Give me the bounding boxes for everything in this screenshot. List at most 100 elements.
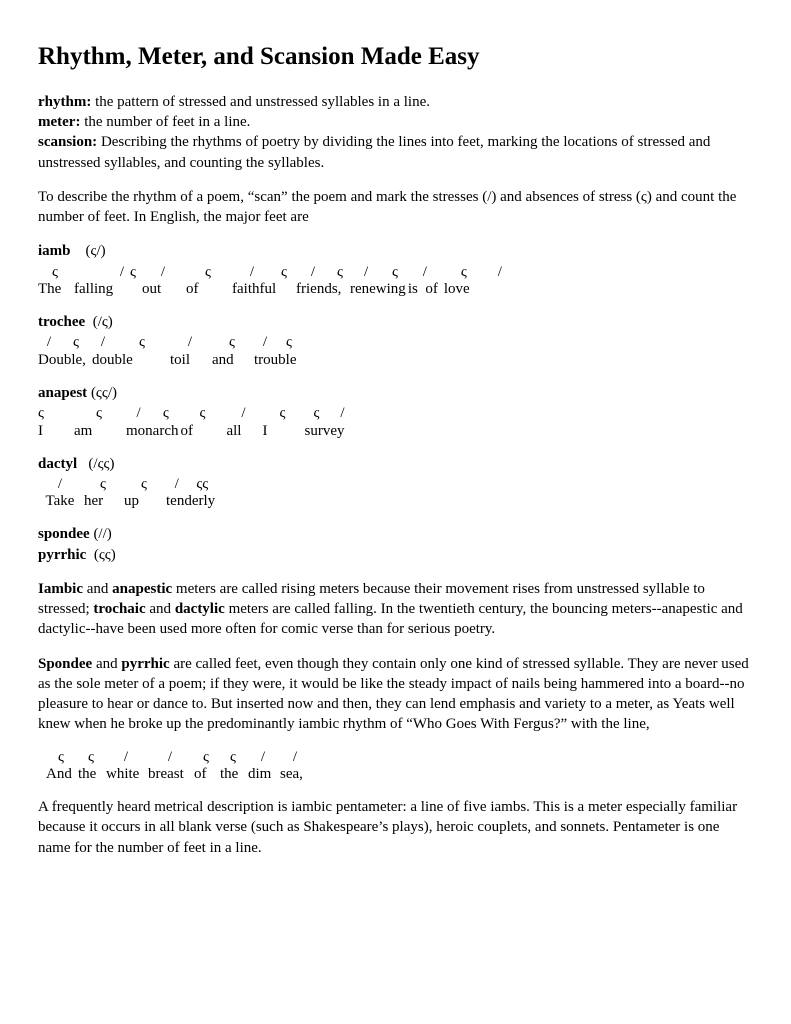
mark: / bbox=[126, 405, 153, 422]
foot-dactyl-pattern: (/ςς) bbox=[88, 456, 114, 472]
bold-pyrrhic: pyrrhic bbox=[121, 656, 169, 672]
word: of bbox=[180, 422, 226, 440]
word: out bbox=[142, 280, 186, 298]
rising-falling-paragraph: Iambic and anapestic meters are called r… bbox=[38, 579, 753, 640]
mark: / bbox=[148, 749, 194, 766]
word: white bbox=[106, 765, 148, 783]
mark: ς bbox=[220, 749, 248, 766]
foot-anapest-header: anapest (ςς/) bbox=[38, 383, 753, 403]
word: faithful bbox=[232, 280, 296, 298]
mark: ς bbox=[278, 334, 302, 351]
word: is of bbox=[408, 280, 444, 298]
definitions: rhythm: the pattern of stressed and unst… bbox=[38, 92, 753, 173]
foot-anapest-name: anapest bbox=[38, 385, 87, 401]
def-rhythm-text: the pattern of stressed and unstressed s… bbox=[91, 94, 430, 110]
word: And bbox=[46, 765, 78, 783]
foot-spondee-name: spondee bbox=[38, 526, 90, 542]
mark: / bbox=[330, 405, 356, 422]
word: Double, bbox=[38, 351, 92, 369]
foot-iamb-pattern: (ς/) bbox=[86, 243, 106, 259]
mark: ς bbox=[262, 405, 304, 422]
intro-paragraph: To describe the rhythm of a poem, “scan”… bbox=[38, 187, 753, 228]
mark: / bbox=[142, 264, 186, 281]
word: toil bbox=[170, 351, 212, 369]
foot-trochee-name: trochee bbox=[38, 314, 85, 330]
foot-trochee-pattern: (/ς) bbox=[93, 314, 113, 330]
bold-anapestic: anapestic bbox=[112, 581, 172, 597]
word: survey bbox=[304, 422, 356, 440]
mark: / bbox=[486, 264, 516, 281]
word: of bbox=[194, 765, 220, 783]
foot-trochee-header: trochee (/ς) bbox=[38, 312, 753, 332]
word: am bbox=[74, 422, 126, 440]
foot-anapest: anapest (ςς/) ς ς / ς ς / ς ς / I am mon… bbox=[38, 383, 753, 440]
mark: ςς bbox=[189, 476, 217, 493]
foot-pyrrhic-name: pyrrhic bbox=[38, 547, 86, 563]
mark: ς bbox=[116, 334, 170, 351]
mark: ς bbox=[124, 476, 166, 493]
foot-dactyl-name: dactyl bbox=[38, 456, 77, 472]
mark: / bbox=[166, 476, 189, 493]
bold-iambic: Iambic bbox=[38, 581, 83, 597]
mark: ς bbox=[180, 405, 226, 422]
mark: / bbox=[350, 264, 384, 281]
fergus-scansion: ς ς / / ς ς / / And the white breast of … bbox=[46, 749, 312, 784]
bold-dactylic: dactylic bbox=[175, 601, 225, 617]
word: the bbox=[78, 765, 106, 783]
word: the bbox=[220, 765, 248, 783]
word: falling bbox=[74, 280, 142, 298]
mark: ς bbox=[153, 405, 180, 422]
word: all bbox=[226, 422, 262, 440]
mark: ς bbox=[304, 405, 330, 422]
def-rhythm: rhythm: the pattern of stressed and unst… bbox=[38, 92, 753, 112]
def-meter-text: the number of feet in a line. bbox=[80, 114, 250, 130]
mark: ς bbox=[62, 334, 92, 351]
mark: ς bbox=[84, 476, 124, 493]
mark: ς bbox=[274, 264, 296, 281]
term-meter: meter: bbox=[38, 114, 80, 130]
bold-trochaic: trochaic bbox=[93, 601, 145, 617]
mark: / bbox=[280, 749, 312, 766]
mark: / bbox=[254, 334, 278, 351]
foot-spondee-pattern: (//) bbox=[93, 526, 111, 542]
foot-spondee-header: spondee (//) bbox=[38, 524, 753, 544]
foot-dactyl-header: dactyl (/ςς) bbox=[38, 454, 753, 474]
word: up bbox=[124, 492, 166, 510]
foot-trochee: trochee (/ς) / ς / ς / ς / ς Double, dou… bbox=[38, 312, 753, 369]
word: trouble bbox=[254, 351, 302, 369]
word: breast bbox=[148, 765, 194, 783]
iamb-example: ς / ς / ς / ς / ς / ς / ς / The falling … bbox=[38, 264, 516, 299]
word: Take bbox=[38, 492, 84, 510]
mark: ς bbox=[46, 749, 78, 766]
mark: ς bbox=[74, 405, 126, 422]
mark: / bbox=[296, 264, 332, 281]
mark: / bbox=[226, 405, 262, 422]
dactyl-example: / ς ς / ςς Take her up tenderly bbox=[38, 476, 217, 511]
word: her bbox=[84, 492, 124, 510]
mark: ς bbox=[186, 264, 232, 281]
spondee-pyrrhic-paragraph: Spondee and pyrrhic are called feet, eve… bbox=[38, 654, 753, 735]
foot-anapest-pattern: (ςς/) bbox=[91, 385, 117, 401]
word: I bbox=[262, 422, 304, 440]
term-scansion: scansion: bbox=[38, 134, 97, 150]
mark: / bbox=[232, 264, 274, 281]
word: monarch bbox=[126, 422, 180, 440]
mark: / bbox=[74, 264, 126, 281]
word: of bbox=[186, 280, 232, 298]
mark: ς bbox=[126, 264, 142, 281]
word: tenderly bbox=[166, 492, 217, 510]
foot-pyrrhic-pattern: (ςς) bbox=[94, 547, 116, 563]
def-scansion-text: Describing the rhythms of poetry by divi… bbox=[38, 134, 710, 170]
mark: ς bbox=[38, 264, 74, 281]
word: friends, bbox=[296, 280, 350, 298]
word: love bbox=[444, 280, 516, 298]
word: double bbox=[92, 351, 170, 369]
mark: ς bbox=[212, 334, 254, 351]
def-scansion: scansion: Describing the rhythms of poet… bbox=[38, 132, 753, 173]
mark: ς bbox=[78, 749, 106, 766]
foot-pyrrhic-header: pyrrhic (ςς) bbox=[38, 545, 753, 565]
mark: / bbox=[170, 334, 212, 351]
mark: / bbox=[408, 264, 444, 281]
anapest-example: ς ς / ς ς / ς ς / I am monarch of all I … bbox=[38, 405, 356, 440]
bold-spondee: Spondee bbox=[38, 656, 92, 672]
